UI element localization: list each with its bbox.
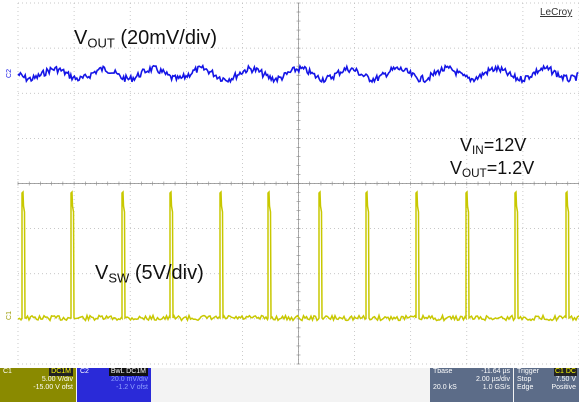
ch1-panel-label: C1 [3,368,12,375]
timebase-label: Tbase [433,368,453,375]
vout-label: VOUT (20mV/div) [74,27,218,51]
ch2-panel[interactable]: C2 BwL DC1M 20.0 mV/div -1.2 V ofst [77,368,151,402]
ch1-panel[interactable]: C1 DC1M 5.00 V/div -15.00 V ofst [0,368,76,402]
trigger-slope: Positive [551,384,576,391]
trigger-mode: Stop [517,376,532,383]
ch1-offset: -15.00 V ofst [33,384,73,391]
ch2-ground-marker: C2 [5,69,13,78]
trigger-source-badge: C1 DC [553,368,577,376]
ch2-coupling-badge: BwL DC1M [108,368,148,376]
waveform-area [17,63,579,323]
timebase-div: 2.00 µs/div [476,376,510,383]
ch2-offset: -1.2 V ofst [116,384,148,391]
timebase-panel[interactable]: Tbase -11.64 µs 2.00 µs/div 20.0 kS 1.0 … [430,368,513,402]
vout-condition-label: VOUT=1.2V [450,158,535,180]
timebase-delay: -11.64 µs [481,368,510,375]
ch1-coupling-badge: DC1M [49,368,73,376]
grid [17,2,579,365]
vsw-label: VSW (5V/div) [95,262,204,286]
vin-label: VIN=12V [460,135,527,157]
brand-logo: LeCroy [540,7,573,18]
ch1-ground-marker: C1 [5,311,13,320]
trigger-level: 7.50 V [555,376,576,383]
ch2-vout-trace [17,63,579,84]
ch1-vdiv: 5.00 V/div [41,376,73,383]
trigger-label: Trigger [517,368,539,375]
ch1-vsw-trace [17,190,579,323]
trigger-panel[interactable]: Trigger C1 DC Stop 7.50 V Edge Positive [514,368,579,402]
trigger-type: Edge [517,384,534,391]
timebase-samples: 20.0 kS [433,384,457,391]
ch2-vdiv: 20.0 mV/div [111,376,148,383]
ch2-panel-label: C2 [80,368,89,375]
timebase-rate: 1.0 GS/s [482,384,510,391]
status-bar: C1 DC1M 5.00 V/div -15.00 V ofst C2 BwL … [0,368,579,402]
